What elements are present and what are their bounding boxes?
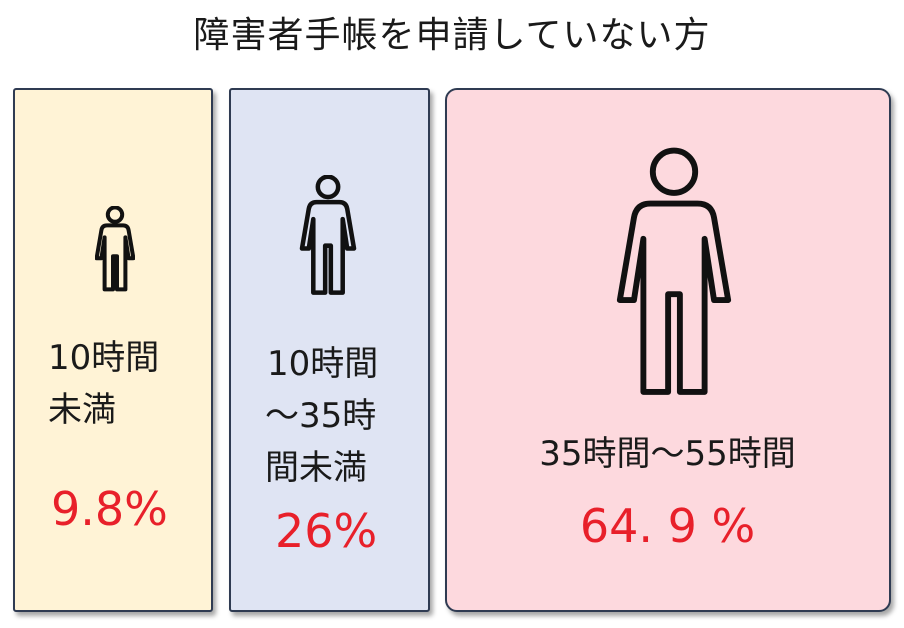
group-label-line-1: 10時間 xyxy=(48,338,160,378)
group-label-line-1: 10時間 xyxy=(267,344,379,384)
person-icon xyxy=(616,147,732,395)
group-card-3: 35時間～55時間 64. 9 % xyxy=(445,88,891,612)
group-percent: 9.8% xyxy=(51,482,168,536)
person-icon xyxy=(299,175,357,295)
group-label-line-2: ～35時 xyxy=(265,396,377,436)
diagram-title: 障害者手帳を申請していない方 xyxy=(193,15,711,56)
person-icon xyxy=(95,206,135,292)
group-card-2: 10時間 ～35時 間未満 26% xyxy=(229,88,430,612)
group-card-1: 10時間 未満 9.8% xyxy=(13,88,213,612)
group-percent: 26% xyxy=(275,504,378,558)
group-label-line-1: 35時間～55時間 xyxy=(539,434,796,474)
group-label-line-3: 間未満 xyxy=(265,448,367,488)
group-percent: 64. 9 % xyxy=(579,499,756,553)
group-label-line-2: 未満 xyxy=(48,390,116,430)
